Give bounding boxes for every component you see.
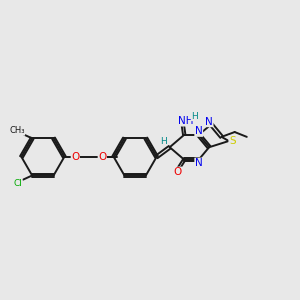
Text: N: N bbox=[195, 158, 202, 168]
Text: N: N bbox=[195, 126, 202, 136]
Text: N: N bbox=[205, 117, 213, 127]
Text: H: H bbox=[160, 136, 167, 146]
Text: Cl: Cl bbox=[13, 178, 22, 188]
Text: H: H bbox=[191, 112, 198, 121]
Text: O: O bbox=[71, 152, 80, 162]
Text: NH: NH bbox=[178, 116, 194, 126]
Text: S: S bbox=[229, 136, 236, 146]
Text: O: O bbox=[98, 152, 106, 162]
Text: O: O bbox=[174, 167, 182, 177]
Text: CH₃: CH₃ bbox=[9, 126, 25, 135]
